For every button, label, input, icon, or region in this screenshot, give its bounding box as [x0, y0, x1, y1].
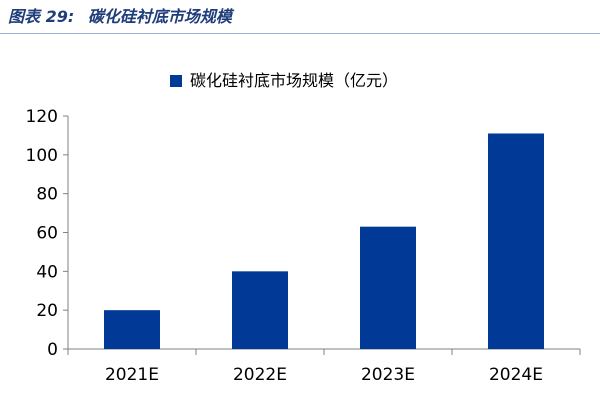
y-tick-label: 120: [26, 107, 58, 127]
bar-2023E: [360, 226, 416, 349]
x-tick-label: 2022E: [233, 365, 287, 385]
x-tick-label: 2023E: [361, 365, 415, 385]
bars: [104, 133, 544, 349]
y-tick-label: 80: [36, 185, 58, 205]
y-tick-label: 20: [36, 301, 58, 321]
legend-label: 碳化硅衬底市场规模（亿元）: [190, 71, 398, 90]
y-tick-label: 100: [26, 146, 58, 166]
x-tick-label: 2024E: [489, 365, 543, 385]
figure-label: 图表 29:: [8, 7, 75, 26]
y-tick-label: 60: [36, 224, 58, 244]
figure-title: 图表 29: 碳化硅衬底市场规模: [8, 3, 232, 27]
y-tick-label: 40: [36, 262, 58, 282]
bar-2024E: [488, 133, 544, 349]
figure-title-text: 碳化硅衬底市场规模: [87, 7, 232, 26]
title-divider: [0, 33, 600, 34]
y-axis: 0 20 40 60 80 100 120: [26, 107, 69, 360]
y-tick-label: 0: [47, 340, 58, 360]
x-tick-label: 2021E: [105, 365, 159, 385]
legend: 碳化硅衬底市场规模（亿元）: [170, 71, 398, 90]
legend-swatch: [170, 75, 182, 87]
bar-2021E: [104, 310, 160, 349]
x-axis: 2021E 2022E 2023E 2024E: [67, 348, 581, 385]
bar-2022E: [232, 271, 288, 349]
